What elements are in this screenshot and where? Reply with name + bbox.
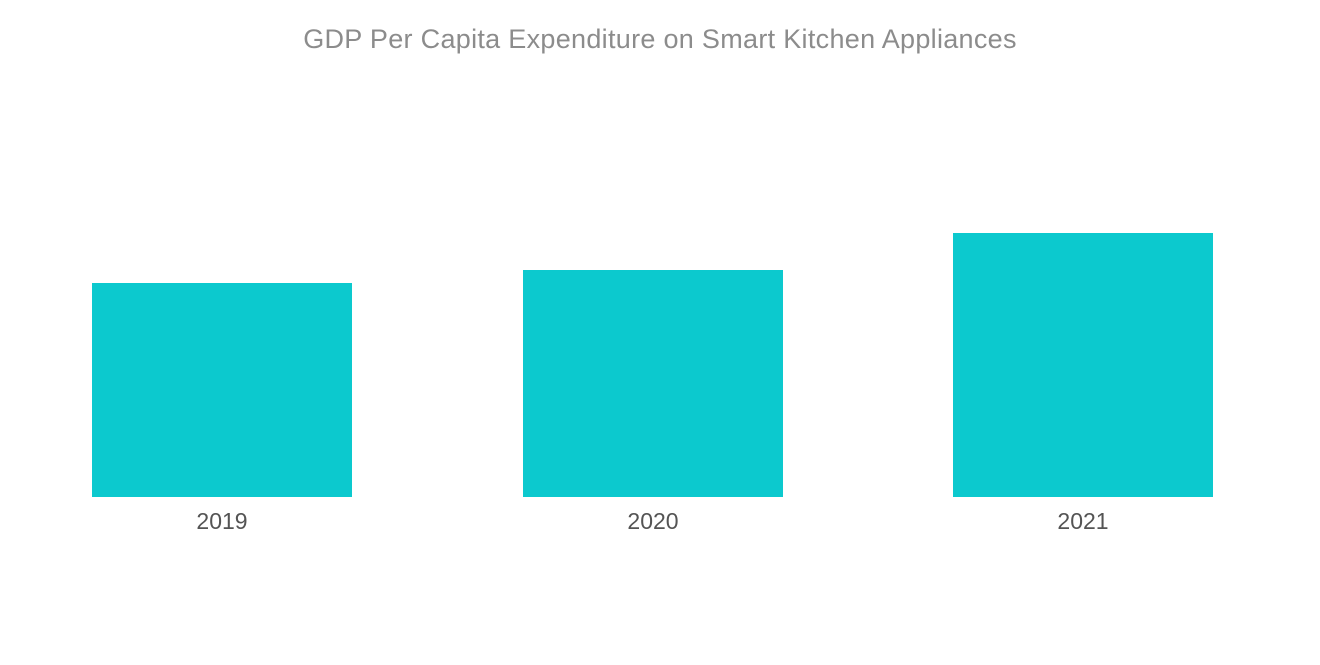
- bar-2020: [523, 270, 783, 497]
- x-tick-label-2021: 2021: [1057, 508, 1109, 534]
- chart-title: GDP Per Capita Expenditure on Smart Kitc…: [303, 24, 1017, 54]
- bar-2019: [92, 283, 352, 497]
- bar-2021: [953, 233, 1213, 497]
- x-tick-label-2020: 2020: [627, 508, 679, 534]
- x-tick-label-2019: 2019: [196, 508, 248, 534]
